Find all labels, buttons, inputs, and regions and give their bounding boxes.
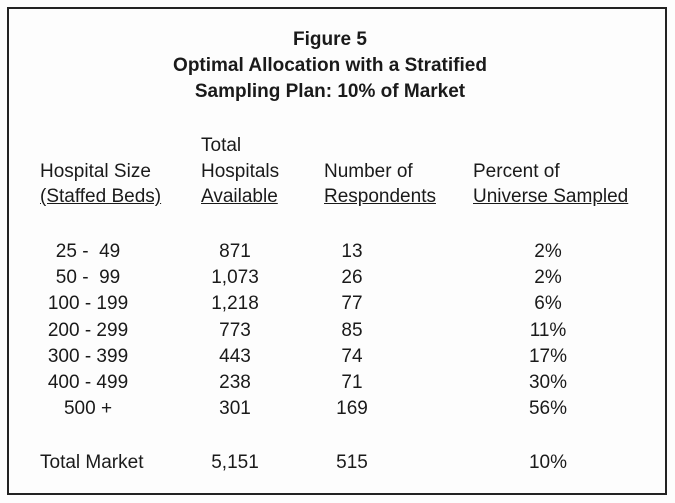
- available-cell: 1,073: [211, 267, 259, 289]
- header-percent-of: Percent of: [473, 161, 560, 182]
- percent-cell: 11%: [529, 319, 567, 341]
- header-hospital-size: Hospital Size: [40, 161, 151, 182]
- header-staffed-beds: (Staffed Beds): [40, 186, 162, 207]
- size-cell: 50 - 99: [55, 267, 121, 289]
- total-label: Total Market: [40, 452, 144, 473]
- respondents-cell: 77: [341, 293, 363, 315]
- respondents-cell: 85: [341, 319, 363, 341]
- respondents-cell: 26: [341, 267, 363, 289]
- total-percent: 10%: [528, 452, 568, 473]
- size-cell: 300 - 399: [47, 345, 129, 367]
- header-available: Available: [201, 186, 278, 207]
- respondents-cell: 74: [341, 345, 363, 367]
- percent-cell: 2%: [534, 241, 562, 262]
- percent-cell: 6%: [534, 293, 562, 315]
- figure-border: [7, 7, 667, 495]
- header-universe-sampled: Universe Sampled: [473, 186, 629, 207]
- available-cell: 443: [219, 345, 251, 367]
- size-cell: 400 - 499: [47, 372, 129, 393]
- header-number-of: Number of: [324, 161, 413, 182]
- figure-number: Figure 5: [293, 29, 367, 50]
- total-respondents: 515: [336, 452, 368, 473]
- total-available: 5,151: [211, 452, 259, 473]
- available-cell: 871: [219, 241, 251, 262]
- percent-cell: 2%: [534, 267, 562, 289]
- figure-title-line-1: Optimal Allocation with a Stratified: [173, 55, 487, 76]
- percent-cell: 30%: [528, 372, 568, 393]
- respondents-cell: 71: [341, 372, 363, 393]
- available-cell: 1,218: [211, 293, 259, 315]
- size-cell: 500 +: [63, 398, 113, 420]
- available-cell: 301: [219, 398, 251, 420]
- available-cell: 238: [219, 372, 251, 393]
- percent-cell: 56%: [528, 398, 568, 420]
- size-cell: 200 - 299: [47, 319, 129, 341]
- respondents-cell: 169: [336, 398, 368, 420]
- header-respondents: Respondents: [324, 186, 436, 207]
- figure-title-line-2: Sampling Plan: 10% of Market: [194, 81, 466, 102]
- percent-cell: 17%: [528, 345, 568, 367]
- header-total: Total: [201, 135, 242, 156]
- header-hospitals: Hospitals: [201, 161, 280, 182]
- available-cell: 773: [219, 319, 251, 341]
- size-cell: 100 - 199: [47, 293, 129, 315]
- size-cell: 25 - 49: [55, 241, 121, 262]
- respondents-cell: 13: [341, 241, 363, 262]
